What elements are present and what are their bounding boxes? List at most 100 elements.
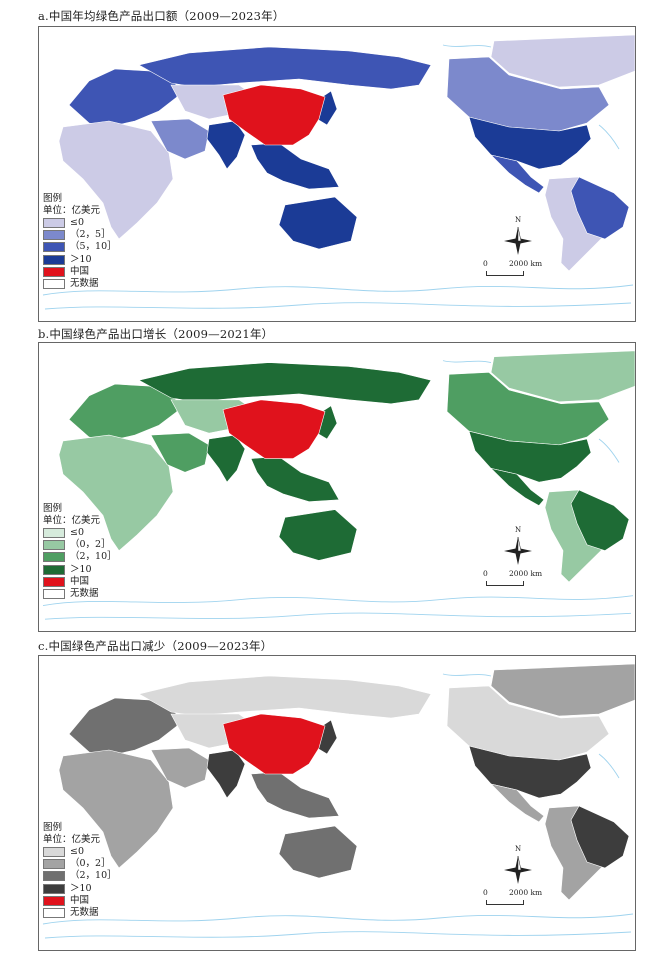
region-southeast-asia [250, 456, 340, 502]
legend-swatch [43, 528, 65, 539]
north-arrow-icon: N [500, 845, 536, 890]
region-mexico [490, 467, 545, 506]
legend-item: （2，10］ [43, 870, 117, 882]
region-middle-east [150, 432, 210, 473]
legend-label: 无数据 [70, 588, 99, 600]
north-arrow-icon: N [500, 216, 536, 261]
region-greenland [490, 663, 635, 717]
region-russia [138, 46, 432, 90]
legend-label: （5，10］ [70, 241, 117, 253]
region-greenland [490, 350, 635, 403]
region-europe [68, 68, 178, 128]
region-brazil [570, 805, 630, 869]
legend-swatch [43, 847, 65, 858]
panel-a-title: a.中国年均绿色产品出口额（2009—2023年） [38, 9, 285, 23]
region-southeast-asia [250, 142, 340, 190]
legend-swatch [43, 552, 65, 563]
legend-item: ＞10 [43, 564, 117, 576]
region-australia [278, 196, 358, 250]
legend-label: 中国 [70, 575, 90, 587]
region-north-america [468, 430, 592, 483]
legend-swatch [43, 218, 65, 229]
region-north-america [468, 745, 592, 799]
legend-swatch [43, 589, 65, 600]
legend-label: ＞10 [70, 882, 92, 894]
region-canada [446, 685, 610, 761]
scale-zero: 0 [483, 888, 488, 897]
legend-label: 中国 [70, 265, 90, 277]
legend-swatch [43, 242, 65, 253]
legend-swatch [43, 254, 65, 265]
legend-title: 图例 [43, 503, 63, 514]
legend-item: 中国 [43, 266, 117, 278]
region-australia [278, 825, 358, 879]
world-map [42, 350, 635, 620]
region-brazil [570, 489, 630, 551]
legend-swatch [43, 895, 65, 906]
region-southeast-asia [250, 771, 340, 819]
scale-distance: 2000 km [509, 569, 543, 578]
legend-title: 图例 [43, 822, 63, 833]
region-china [222, 713, 326, 775]
coastline-3 [598, 124, 620, 150]
region-africa [58, 749, 174, 869]
legend-label: ＞10 [70, 563, 92, 575]
region-greenland [490, 34, 635, 88]
legend-label: 无数据 [70, 907, 99, 919]
legend-swatch [43, 859, 65, 870]
legend-swatch [43, 230, 65, 241]
legend-item: （0，2］ [43, 858, 117, 870]
legend-item: ＞10 [43, 254, 117, 266]
coastline-3 [598, 753, 620, 779]
coastline-2 [442, 360, 492, 364]
panel-b-title: b.中国绿色产品出口增长（2009—2021年） [38, 327, 274, 341]
legend-unit: 单位：亿美元 [43, 205, 101, 216]
map-panel-a: 图例 单位：亿美元 ≤0 （2，5］ （5，10］ ＞10 中国 无数据 N 0 2000 km [38, 26, 636, 322]
legend-item: 中国 [43, 576, 117, 588]
legend-label: ≤0 [70, 217, 85, 229]
north-label: N [515, 845, 522, 853]
map-panel-b: 图例 单位：亿美元 ≤0 （0，2］ （2，10］ ＞10 中国 无数据 N 0 2000 km [38, 342, 636, 632]
region-russia [138, 675, 432, 719]
scale-zero: 0 [483, 569, 488, 578]
region-europe [68, 383, 178, 442]
region-russia [138, 362, 432, 405]
map-legend: 图例 单位：亿美元 ≤0 （2，5］ （5，10］ ＞10 中国 无数据 [43, 193, 117, 290]
north-label: N [515, 216, 522, 224]
legend-item: ≤0 [43, 217, 117, 229]
scale-bar-line [486, 900, 524, 905]
coastline-0 [42, 595, 634, 606]
coastline-1 [44, 302, 632, 310]
legend-item: ≤0 [43, 846, 117, 858]
legend-swatch [43, 576, 65, 587]
map-legend: 图例 单位：亿美元 ≤0 （0，2］ （2，10］ ＞10 中国 无数据 [43, 822, 117, 919]
legend-item: 无数据 [43, 278, 117, 290]
region-canada [446, 372, 610, 446]
region-india [206, 120, 246, 170]
legend-swatch [43, 266, 65, 277]
legend-label: （0，2］ [70, 539, 111, 551]
legend-swatch [43, 883, 65, 894]
region-middle-east [150, 747, 210, 789]
legend-label: （2，5］ [70, 229, 111, 241]
scale-bar-line [486, 581, 524, 586]
region-africa [58, 120, 174, 240]
legend-item: 无数据 [43, 588, 117, 600]
legend-title: 图例 [43, 193, 63, 204]
region-china [222, 399, 326, 459]
legend-label: （0，2］ [70, 858, 111, 870]
legend-item: （5，10］ [43, 241, 117, 253]
world-map [42, 34, 635, 310]
region-china [222, 84, 326, 146]
region-australia [278, 509, 358, 561]
region-india [206, 749, 246, 799]
legend-label: （2，10］ [70, 551, 117, 563]
scale-bar: 0 2000 km [483, 569, 543, 601]
legend-item: ＞10 [43, 883, 117, 895]
legend-swatch [43, 279, 65, 290]
region-india [206, 434, 246, 483]
north-label: N [515, 526, 522, 534]
legend-item: （2，5］ [43, 229, 117, 241]
legend-unit: 单位：亿美元 [43, 834, 101, 845]
legend-swatch [43, 540, 65, 551]
